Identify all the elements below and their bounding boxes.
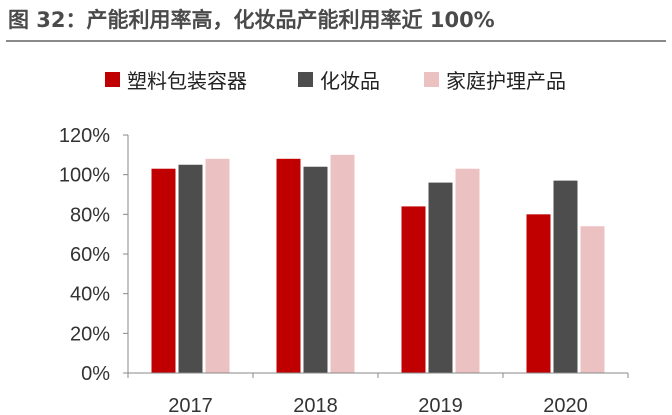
figure-title: 图 32：产能利用率高，化妆品产能利用率近 100% bbox=[8, 8, 495, 32]
y-tick-label: 80% bbox=[70, 204, 110, 226]
bar-2019-series-1 bbox=[401, 206, 426, 373]
legend-swatch-1 bbox=[105, 72, 120, 87]
legend-swatch-2 bbox=[298, 72, 313, 87]
bar-2020-series-1 bbox=[526, 214, 551, 373]
x-axis: 2017 2018 2019 2020 bbox=[127, 372, 629, 415]
bar-2018-series-3 bbox=[330, 154, 355, 373]
legend-label-1: 塑料包装容器 bbox=[127, 69, 247, 93]
bar-2017-series-3 bbox=[205, 158, 230, 373]
x-category-label: 2018 bbox=[293, 395, 338, 415]
bar-2018-series-1 bbox=[276, 158, 301, 373]
chart-legend: 塑料包装容器 化妆品 家庭护理产品 bbox=[105, 69, 566, 93]
bar-2019-series-3 bbox=[455, 168, 480, 373]
bar-2019-series-2 bbox=[428, 182, 453, 373]
y-tick-label: 100% bbox=[59, 165, 110, 187]
bar-2017-series-2 bbox=[178, 164, 203, 373]
y-tick-label: 60% bbox=[70, 244, 110, 266]
legend-swatch-3 bbox=[424, 72, 439, 87]
legend-label-2: 化妆品 bbox=[320, 69, 380, 93]
y-axis: 0% 20% 40% 60% 80% 100% 120% bbox=[59, 125, 129, 385]
bars-group bbox=[151, 154, 605, 373]
y-tick-label: 0% bbox=[81, 363, 110, 385]
figure-title-bar: 图 32：产能利用率高，化妆品产能利用率近 100% bbox=[0, 0, 672, 44]
x-category-label: 2019 bbox=[418, 395, 463, 415]
title-divider bbox=[6, 40, 666, 42]
y-tick-label: 20% bbox=[70, 323, 110, 345]
x-category-label: 2017 bbox=[168, 395, 213, 415]
bar-2017-series-1 bbox=[151, 168, 176, 373]
bar-2020-series-3 bbox=[580, 226, 605, 373]
legend-label-3: 家庭护理产品 bbox=[446, 69, 566, 93]
y-tick-label: 40% bbox=[70, 284, 110, 306]
bar-2020-series-2 bbox=[553, 180, 578, 373]
bar-2018-series-2 bbox=[303, 166, 328, 373]
x-category-label: 2020 bbox=[543, 395, 588, 415]
y-tick-label: 120% bbox=[59, 125, 110, 147]
